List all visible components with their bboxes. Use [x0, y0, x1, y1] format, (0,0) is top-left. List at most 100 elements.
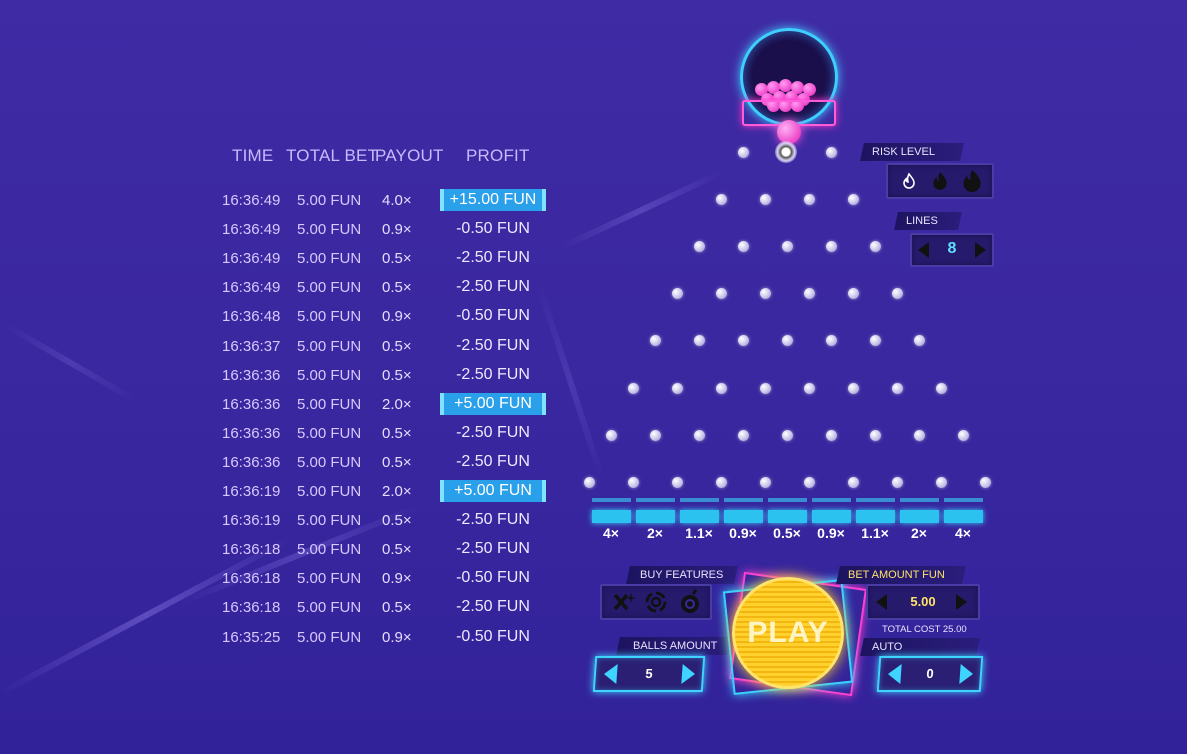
header-total-bet: TOTAL BET — [286, 146, 379, 165]
history-payout: 0.5× — [382, 366, 412, 384]
peg — [913, 429, 925, 441]
history-row: 16:36:18 5.00 FUN 0.9× -0.50 FUN — [215, 566, 555, 592]
history-profit: -0.50 FUN — [456, 220, 530, 238]
history-bet: 5.00 FUN — [297, 221, 362, 239]
peg — [649, 429, 661, 441]
peg — [913, 335, 925, 347]
flame-high-icon[interactable] — [961, 169, 983, 193]
balls-increase-button[interactable] — [681, 664, 696, 684]
play-button[interactable]: PLAY — [732, 577, 844, 689]
history-row: 16:36:36 5.00 FUN 0.5× -2.50 FUN — [215, 450, 555, 476]
slot-rail — [767, 498, 807, 502]
peg — [847, 193, 859, 205]
history-time: 16:36:37 — [222, 337, 281, 355]
peg — [803, 382, 815, 394]
flame-low-icon[interactable] — [900, 172, 918, 190]
balls-amount-value: 5 — [644, 666, 654, 681]
balls-decrease-button[interactable] — [603, 664, 618, 684]
history-profit: -0.50 FUN — [456, 307, 530, 325]
flame-medium-icon[interactable] — [930, 171, 950, 191]
history-time: 16:36:36 — [222, 366, 281, 384]
slot-rail — [679, 498, 719, 502]
peg — [693, 335, 705, 347]
vortex-icon[interactable] — [644, 590, 668, 614]
history-bet: 5.00 FUN — [297, 395, 362, 413]
buy-features-label: BUY FEATURES — [640, 569, 724, 581]
bet-decrease-button[interactable] — [876, 594, 887, 610]
peg — [737, 240, 749, 252]
peg — [693, 429, 705, 441]
peg — [759, 193, 771, 205]
history-row: 16:36:37 5.00 FUN 0.5× -2.50 FUN — [215, 334, 555, 360]
slot-rail — [591, 498, 631, 502]
history-row: 16:35:25 5.00 FUN 0.9× -0.50 FUN — [215, 625, 555, 651]
lines-selector: 8 — [910, 233, 994, 267]
peg — [935, 382, 947, 394]
total-cost: TOTAL COST 25.00 — [882, 624, 967, 635]
lines-decrease-button[interactable] — [918, 242, 929, 258]
balls-amount-label: BALLS AMOUNT — [632, 640, 718, 652]
history-payout: 0.9× — [382, 628, 412, 646]
history-bet: 5.00 FUN — [297, 599, 362, 617]
bet-amount-value: 5.00 — [910, 594, 936, 609]
history-profit: -0.50 FUN — [456, 569, 530, 587]
multiplier-slot — [855, 510, 895, 523]
history-payout: 2.0× — [382, 483, 412, 500]
history-profit: -2.50 FUN — [456, 365, 530, 383]
risk-level-tag: RISK LEVEL — [860, 143, 964, 161]
history-bet: 5.00 FUN — [297, 483, 362, 500]
sparkle-cross-icon[interactable] — [612, 591, 636, 613]
bomb-icon[interactable] — [678, 589, 702, 615]
peg — [847, 382, 859, 394]
history-profit: -2.50 FUN — [456, 336, 530, 354]
peg — [759, 476, 771, 488]
history-profit: -2.50 FUN — [456, 452, 530, 470]
multiplier-label: 0.5× — [773, 525, 801, 541]
multiplier-label: 1.1× — [861, 525, 889, 541]
history-profit: -2.50 FUN — [456, 423, 530, 441]
history-row: 16:36:48 5.00 FUN 0.9× -0.50 FUN — [215, 304, 555, 330]
history-profit: -0.50 FUN — [456, 627, 530, 645]
peg — [715, 288, 727, 300]
history-bet: 5.00 FUN — [297, 337, 362, 355]
history-time: 16:36:18 — [222, 541, 281, 559]
buy-features-tag: BUY FEATURES — [626, 566, 738, 584]
bet-amount-selector: 5.00 — [866, 584, 980, 620]
dispenser-ball — [779, 99, 792, 112]
history-payout: 4.0× — [382, 192, 412, 209]
slot-rail — [635, 498, 675, 502]
peg — [759, 288, 771, 300]
peg — [649, 335, 661, 347]
peg — [847, 476, 859, 488]
background-streak — [558, 169, 725, 251]
history-profit: +15.00 FUN — [440, 189, 546, 211]
history-bet: 5.00 FUN — [297, 192, 362, 209]
peg — [715, 193, 727, 205]
history-bet: 5.00 FUN — [297, 366, 362, 384]
history-bet: 5.00 FUN — [297, 570, 362, 588]
history-payout: 0.5× — [382, 453, 412, 471]
bet-amount-tag: BET AMOUNT FUN — [836, 566, 966, 584]
background-streak — [3, 322, 137, 403]
auto-decrease-button[interactable] — [887, 664, 902, 684]
history-row: 16:36:49 5.00 FUN 4.0× +15.00 FUN — [215, 188, 555, 214]
multiplier-slot — [591, 510, 631, 523]
history-time: 16:36:19 — [222, 483, 281, 500]
auto-increase-button[interactable] — [959, 664, 974, 684]
multiplier-slot — [635, 510, 675, 523]
multiplier-slot — [899, 510, 939, 523]
lines-label: LINES — [906, 215, 938, 227]
history-profit: -2.50 FUN — [456, 278, 530, 296]
peg — [781, 240, 793, 252]
multiplier-label: 0.9× — [817, 525, 845, 541]
multiplier-label: 2× — [647, 525, 663, 541]
history-profit: -2.50 FUN — [456, 598, 530, 616]
lines-increase-button[interactable] — [975, 242, 986, 258]
history-profit: -2.50 FUN — [456, 540, 530, 558]
bet-increase-button[interactable] — [956, 594, 967, 610]
peg — [781, 429, 793, 441]
multiplier-slot — [723, 510, 763, 523]
peg — [825, 240, 837, 252]
history-payout: 0.9× — [382, 221, 412, 239]
